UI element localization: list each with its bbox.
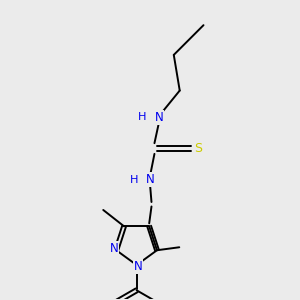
Text: N: N	[154, 111, 163, 124]
Text: N: N	[146, 173, 154, 186]
Text: N: N	[110, 242, 118, 255]
Text: H: H	[129, 175, 138, 185]
Text: S: S	[194, 142, 202, 155]
Text: N: N	[134, 260, 142, 273]
Text: H: H	[138, 112, 147, 122]
